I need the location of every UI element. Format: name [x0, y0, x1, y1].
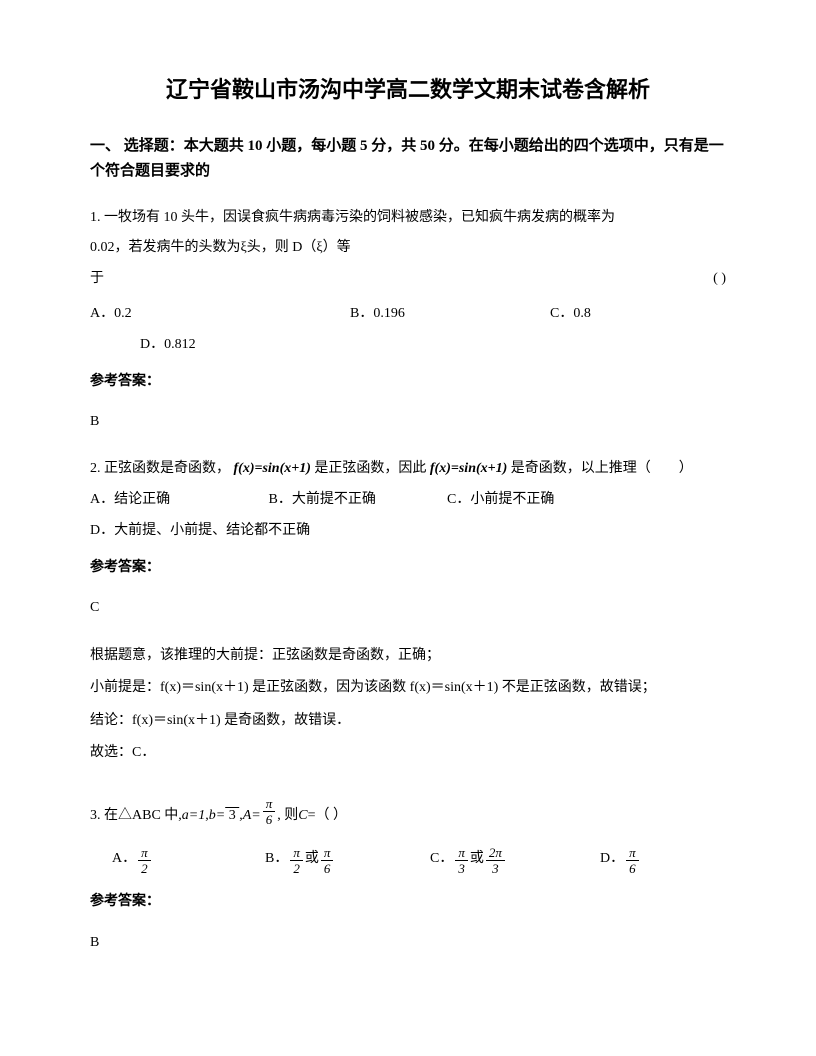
- frac-den: 3: [455, 861, 468, 875]
- q2-exp3-pre: 结论：: [90, 713, 132, 728]
- q2-exp3-f: f(x)＝sin(x＋1): [132, 713, 221, 728]
- q2-mid1: 是正弦函数，因此: [314, 461, 430, 476]
- q3-answer: B: [90, 928, 726, 959]
- q2-exp2-mid: 是正弦函数，因为该函数: [249, 680, 410, 695]
- q2-options: A．结论正确 B．大前提不正确 C．小前提不正确 D．大前提、小前提、结论都不正…: [90, 485, 726, 547]
- q1-paren: ( ): [713, 264, 726, 295]
- page-title: 辽宁省鞍山市汤沟中学高二数学文期末试卷含解析: [90, 70, 726, 110]
- q2-text: 2. 正弦函数是奇函数， f(x)=sin(x+1) 是正弦函数，因此 f(x)…: [90, 454, 726, 485]
- q2-option-c: C．小前提不正确: [447, 485, 622, 516]
- section-header: 一、 选择题：本大题共 10 小题，每小题 5 分，共 50 分。在每小题给出的…: [90, 134, 726, 185]
- q3-opt-a-label: A．: [112, 844, 136, 875]
- q2-exp3: 结论：f(x)＝sin(x＋1) 是奇函数，故错误．: [90, 705, 726, 737]
- q3-b-sqrt: 3: [225, 806, 239, 826]
- frac-num: π: [290, 846, 303, 861]
- q1-answer-label: 参考答案：: [90, 367, 726, 398]
- q2-exp2: 小前提是：f(x)＝sin(x＋1) 是正弦函数，因为该函数 f(x)＝sin(…: [90, 672, 726, 704]
- q3-text: 3. 在△ABC 中, a=1 , b= 3 , A= π 6 , 则 C =（…: [90, 797, 726, 826]
- q2-exp2-f2: f(x)＝sin(x＋1): [410, 680, 499, 695]
- frac-den: 2: [138, 861, 151, 875]
- q3-opt-b-frac1: π 2: [290, 846, 303, 875]
- frac-den: 3: [489, 861, 502, 875]
- q2-exp2-f1: f(x)＝sin(x＋1): [160, 680, 249, 695]
- q1-option-d: D．0.812: [90, 330, 726, 361]
- q2-exp1: 根据题意，该推理的大前提：正弦函数是奇函数，正确；: [90, 640, 726, 672]
- q3-opt-c-frac1: π 3: [455, 846, 468, 875]
- q3-options: A． π 2 B． π 2 或 π 6 C． π 3 或: [90, 844, 726, 875]
- q3-prefix: 3. 在△ABC 中,: [90, 806, 182, 826]
- q3-opt-d-frac: π 6: [626, 846, 639, 875]
- q2-explanation: 根据题意，该推理的大前提：正弦函数是奇函数，正确； 小前提是：f(x)＝sin(…: [90, 640, 726, 769]
- q2-answer-label: 参考答案：: [90, 553, 726, 584]
- q2-exp3-suf: 是奇函数，故错误．: [221, 713, 351, 728]
- q3-C: C: [298, 806, 307, 826]
- frac-num: π: [626, 846, 639, 861]
- q2-exp2-pre: 小前提是：: [90, 680, 160, 695]
- q3-sep3: , 则: [277, 806, 298, 826]
- q3-opt-c-or: 或: [470, 844, 484, 875]
- q2-option-d: D．大前提、小前提、结论都不正确: [90, 516, 310, 547]
- q3-option-a: A． π 2: [90, 844, 265, 875]
- frac-den: 6: [626, 861, 639, 875]
- q3-opt-c-label: C．: [430, 844, 453, 875]
- q2-formula-2: f(x)=sin(x+1): [430, 461, 507, 476]
- q3-option-d: D． π 6: [600, 844, 641, 875]
- q1-options: A．0.2 B．0.196 C．0.8: [90, 299, 726, 330]
- q3-A-eq-pre: A=: [243, 806, 261, 826]
- frac-den: 6: [321, 861, 334, 875]
- q2-suffix: 是奇函数，以上推理（ ）: [511, 461, 693, 476]
- q3-opt-a-frac: π 2: [138, 846, 151, 875]
- q1-answer: B: [90, 407, 726, 438]
- q2-prefix: 2. 正弦函数是奇函数，: [90, 461, 230, 476]
- q3-opt-b-or: 或: [305, 844, 319, 875]
- frac-num: π: [138, 846, 151, 861]
- frac-den: 2: [290, 861, 303, 875]
- q3-answer-label: 参考答案：: [90, 887, 726, 918]
- q3-opt-d-label: D．: [600, 844, 624, 875]
- q1-option-a: A．0.2: [90, 299, 350, 330]
- frac-num: π: [455, 846, 468, 861]
- q1-option-c: C．0.8: [550, 299, 670, 330]
- q2-formula-1: f(x)=sin(x+1): [234, 461, 311, 476]
- q3-a-eq: a=1: [182, 806, 205, 826]
- q1-option-b: B．0.196: [350, 299, 550, 330]
- q3-option-b: B． π 2 或 π 6: [265, 844, 430, 875]
- q2-exp2-suf: 不是正弦函数，故错误；: [498, 680, 656, 695]
- question-2: 2. 正弦函数是奇函数， f(x)=sin(x+1) 是正弦函数，因此 f(x)…: [90, 454, 726, 769]
- frac-den: 6: [263, 812, 276, 826]
- frac-num: 2π: [486, 846, 505, 861]
- q2-answer: C: [90, 593, 726, 624]
- q3-suffix: =（ ）: [308, 806, 347, 826]
- question-3: 3. 在△ABC 中, a=1 , b= 3 , A= π 6 , 则 C =（…: [90, 797, 726, 958]
- q1-text-line1: 1. 一牧场有 10 头牛，因误食疯牛病病毒污染的饲料被感染，已知疯牛病发病的概…: [90, 203, 726, 234]
- q2-option-b: B．大前提不正确: [269, 485, 444, 516]
- q1-text-line3-left: 于: [90, 264, 104, 295]
- q3-b-eq-pre: b=: [209, 806, 225, 826]
- q2-option-a: A．结论正确: [90, 485, 265, 516]
- q2-exp4: 故选：C．: [90, 737, 726, 769]
- q1-text-line2: 0.02，若发病牛的头数为ξ头，则 D（ξ）等: [90, 233, 726, 264]
- q3-opt-b-label: B．: [265, 844, 288, 875]
- q3-opt-b-frac2: π 6: [321, 846, 334, 875]
- q3-frac-pi6: π 6: [263, 797, 276, 826]
- question-1: 1. 一牧场有 10 头牛，因误食疯牛病病毒污染的饲料被感染，已知疯牛病发病的概…: [90, 203, 726, 439]
- frac-num: π: [263, 797, 276, 812]
- q3-option-c: C． π 3 或 2π 3: [430, 844, 600, 875]
- frac-num: π: [321, 846, 334, 861]
- q3-opt-c-frac2: 2π 3: [486, 846, 505, 875]
